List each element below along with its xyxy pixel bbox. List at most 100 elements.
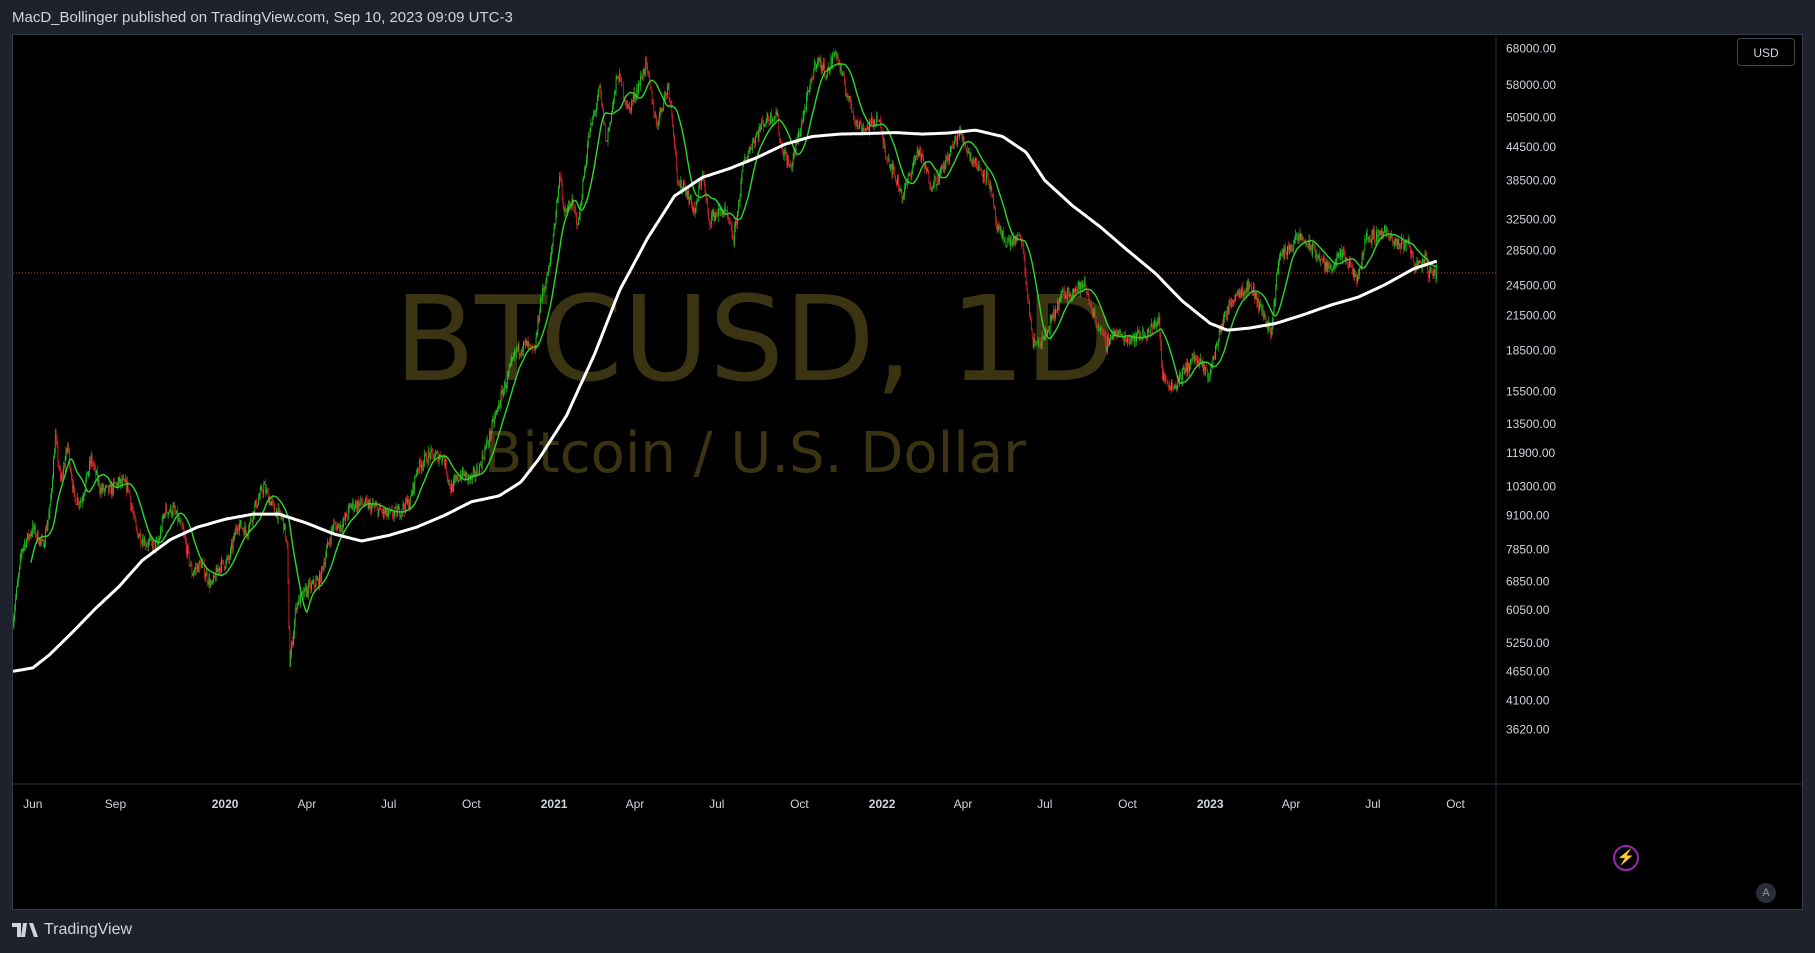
candle-body (254, 505, 256, 517)
candle (674, 133, 675, 151)
candle-body (1353, 269, 1355, 277)
candle-body (915, 156, 917, 158)
candle (229, 554, 230, 565)
candle-body (1095, 317, 1097, 325)
candle-body (716, 212, 718, 215)
candle-body (1396, 244, 1398, 246)
candle (1121, 333, 1123, 337)
time-axis[interactable]: Jun Sep 2020 Apr Jul Oct 2021 Apr Jul Oct 2022 Apr J… (23, 797, 1465, 811)
candle-body (1021, 243, 1023, 245)
candle-body (1209, 374, 1211, 380)
candle (556, 198, 558, 218)
candle (957, 132, 958, 148)
candle-body (605, 140, 607, 142)
candle (1105, 332, 1107, 356)
candle-body (426, 453, 427, 463)
candle-body (560, 177, 562, 184)
candle-body (465, 472, 467, 479)
time-tick-label: Apr (1282, 797, 1301, 811)
candle-body (626, 104, 628, 108)
candle-body (1226, 312, 1227, 319)
candle (251, 519, 253, 526)
candle-body (577, 218, 579, 226)
candle-body (870, 117, 872, 124)
candle (415, 473, 417, 479)
candle (1170, 385, 1171, 392)
candle-body (1104, 336, 1106, 337)
candle (708, 208, 710, 222)
candle (1056, 309, 1057, 313)
chart-pane[interactable]: BTCUSD, 1D Bitcoin / U.S. Dollar 68000.0… (12, 34, 1803, 910)
candle-body (1366, 233, 1367, 240)
candle-body (175, 510, 177, 514)
candle-body (1101, 328, 1102, 329)
candle (979, 164, 981, 171)
candle (1176, 384, 1178, 393)
candle-body (312, 580, 314, 584)
candle (525, 339, 527, 346)
tradingview-logo[interactable]: TradingView (12, 921, 132, 939)
candle (1182, 364, 1184, 371)
candle-body (168, 511, 169, 515)
candle-body (360, 498, 362, 503)
candle (436, 449, 438, 454)
candle (1191, 353, 1193, 364)
candle-body (426, 462, 428, 464)
candle-body (227, 556, 229, 559)
candle (95, 463, 97, 481)
candle-body (1087, 293, 1089, 296)
candle (1243, 288, 1245, 298)
candle-body (104, 488, 106, 491)
auto-scale-button[interactable]: A (1756, 883, 1776, 903)
candle-body (1403, 241, 1405, 250)
candle (613, 98, 614, 110)
candle (679, 180, 681, 188)
candle (1083, 280, 1084, 292)
candle (1195, 355, 1197, 361)
currency-button[interactable]: USD (1737, 38, 1795, 66)
candle (176, 510, 177, 515)
candle (32, 520, 34, 538)
candle (507, 370, 509, 379)
candle (272, 497, 274, 507)
candle (320, 571, 321, 584)
candle (204, 557, 205, 580)
candle-body (292, 641, 293, 645)
candle-body (974, 161, 976, 163)
candle-body (649, 80, 651, 89)
candle-body (1283, 249, 1285, 259)
lightning-icon[interactable]: ⚡ (1613, 845, 1639, 871)
candle (577, 217, 579, 226)
candle (551, 245, 552, 262)
candle (782, 149, 784, 160)
candle (124, 474, 126, 483)
candle-body (284, 524, 285, 531)
candle-body (1064, 290, 1065, 298)
candle-body (442, 455, 443, 462)
candle-body (1048, 329, 1050, 334)
candle-body (888, 158, 890, 168)
candle-body (285, 539, 287, 541)
candle-body (508, 367, 510, 373)
candle-body (231, 543, 233, 549)
candle (435, 451, 437, 455)
candle (1239, 287, 1241, 298)
candle (373, 504, 375, 513)
candle-body (984, 169, 985, 181)
candle-body (813, 70, 815, 80)
candle (1343, 245, 1345, 256)
candle (877, 111, 878, 122)
candle-body (1165, 377, 1167, 381)
publish-info: MacD_Bollinger published on TradingView.… (12, 9, 513, 26)
candle-body (1314, 244, 1315, 250)
candle (1284, 245, 1286, 261)
candle (139, 532, 141, 537)
candle-body (1377, 230, 1378, 239)
price-chart[interactable]: BTCUSD, 1D Bitcoin / U.S. Dollar 68000.0… (13, 35, 1802, 909)
candle (255, 499, 257, 508)
price-axis[interactable]: 68000.0058000.0050500.0044500.0038500.00… (1506, 41, 1556, 736)
candle-body (677, 181, 679, 184)
candle-body (252, 511, 254, 523)
candle (293, 629, 294, 647)
candle (1096, 322, 1098, 328)
